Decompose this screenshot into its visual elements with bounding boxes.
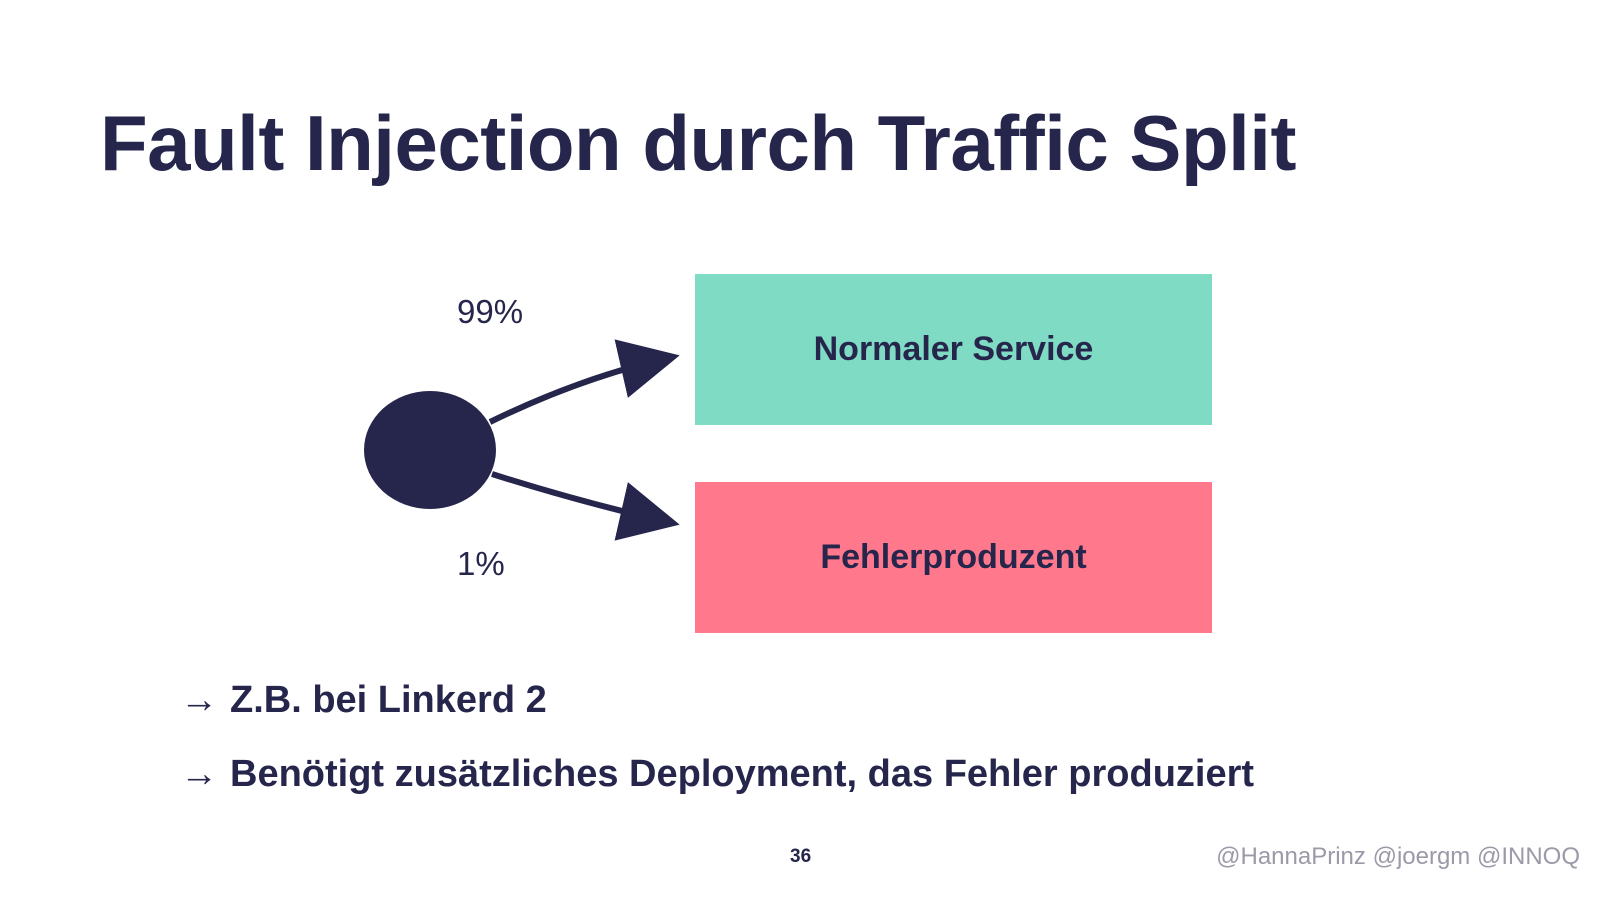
split-percentage-bottom: 1% <box>457 545 505 582</box>
arrow-to-normal-service <box>488 339 680 425</box>
page-number: 36 <box>790 846 812 867</box>
arrow-right-icon: → <box>180 678 218 721</box>
footer-social-handles: @HannaPrinz @joergm @INNOQ <box>1216 843 1580 870</box>
bullet-item: → Benötigt zusätzliches Deployment, das … <box>180 750 1254 798</box>
bullet-item: → Z.B. bei Linkerd 2 <box>180 676 1254 724</box>
bullet-text: Benötigt zusätzliches Deployment, das Fe… <box>230 752 1255 795</box>
fault-producer-box: Fehlerproduzent <box>695 482 1212 633</box>
bullet-list: → Z.B. bei Linkerd 2 → Benötigt zusätzli… <box>180 676 1254 824</box>
split-percentage-top: 99% <box>457 293 524 330</box>
arrow-right-icon: → <box>180 752 218 795</box>
traffic-source-node <box>364 391 496 509</box>
normal-service-label: Normaler Service <box>813 330 1094 368</box>
fault-producer-label: Fehlerproduzent <box>820 538 1087 576</box>
normal-service-box: Normaler Service <box>695 274 1212 425</box>
arrow-to-fault-producer <box>491 471 680 541</box>
bullet-text: Z.B. bei Linkerd 2 <box>230 678 547 721</box>
slide-title: Fault Injection durch Traffic Split <box>100 99 1296 187</box>
